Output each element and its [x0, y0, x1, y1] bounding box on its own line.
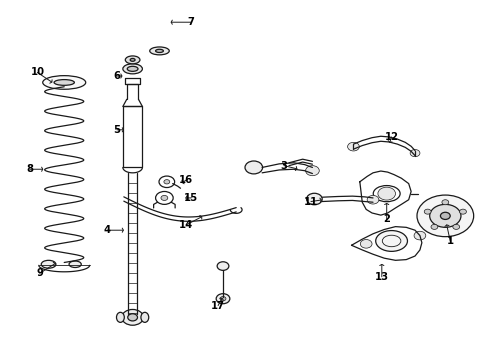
Circle shape [453, 224, 460, 229]
Text: 16: 16 [179, 175, 194, 185]
Circle shape [378, 187, 395, 200]
Ellipse shape [130, 58, 135, 61]
Circle shape [441, 212, 450, 220]
Circle shape [424, 209, 431, 214]
Circle shape [414, 231, 426, 240]
Circle shape [164, 180, 170, 184]
Text: 6: 6 [114, 71, 121, 81]
Ellipse shape [43, 76, 86, 89]
Circle shape [307, 193, 322, 205]
Ellipse shape [117, 312, 124, 322]
Text: 8: 8 [26, 164, 33, 174]
Ellipse shape [54, 80, 74, 85]
Circle shape [431, 224, 438, 229]
Text: 17: 17 [211, 301, 225, 311]
Ellipse shape [156, 49, 163, 53]
Circle shape [122, 310, 144, 325]
Text: 3: 3 [281, 161, 288, 171]
Ellipse shape [41, 260, 56, 268]
Ellipse shape [127, 66, 138, 71]
Text: 10: 10 [30, 67, 44, 77]
Circle shape [347, 142, 359, 151]
Circle shape [360, 239, 372, 248]
Circle shape [161, 195, 168, 201]
Circle shape [417, 195, 474, 237]
Circle shape [442, 200, 449, 205]
Circle shape [128, 314, 138, 321]
Circle shape [216, 294, 230, 304]
Text: 9: 9 [36, 268, 43, 278]
Text: 13: 13 [375, 272, 389, 282]
Circle shape [217, 262, 229, 270]
Text: 12: 12 [385, 132, 398, 142]
Circle shape [367, 195, 379, 204]
Ellipse shape [150, 47, 169, 55]
Circle shape [410, 149, 420, 157]
Ellipse shape [69, 261, 81, 267]
Circle shape [220, 297, 226, 301]
Text: 1: 1 [447, 236, 454, 246]
Text: 4: 4 [104, 225, 111, 235]
Ellipse shape [125, 56, 140, 64]
Circle shape [245, 161, 263, 174]
Circle shape [430, 204, 461, 227]
Text: 7: 7 [188, 17, 195, 27]
Text: 14: 14 [179, 220, 194, 230]
Ellipse shape [123, 64, 143, 74]
Circle shape [460, 209, 466, 214]
Text: 11: 11 [304, 197, 318, 207]
Text: 5: 5 [114, 125, 121, 135]
Text: 2: 2 [383, 215, 390, 224]
Text: 15: 15 [184, 193, 198, 203]
Ellipse shape [376, 230, 408, 251]
Ellipse shape [141, 312, 149, 322]
Circle shape [306, 166, 319, 176]
